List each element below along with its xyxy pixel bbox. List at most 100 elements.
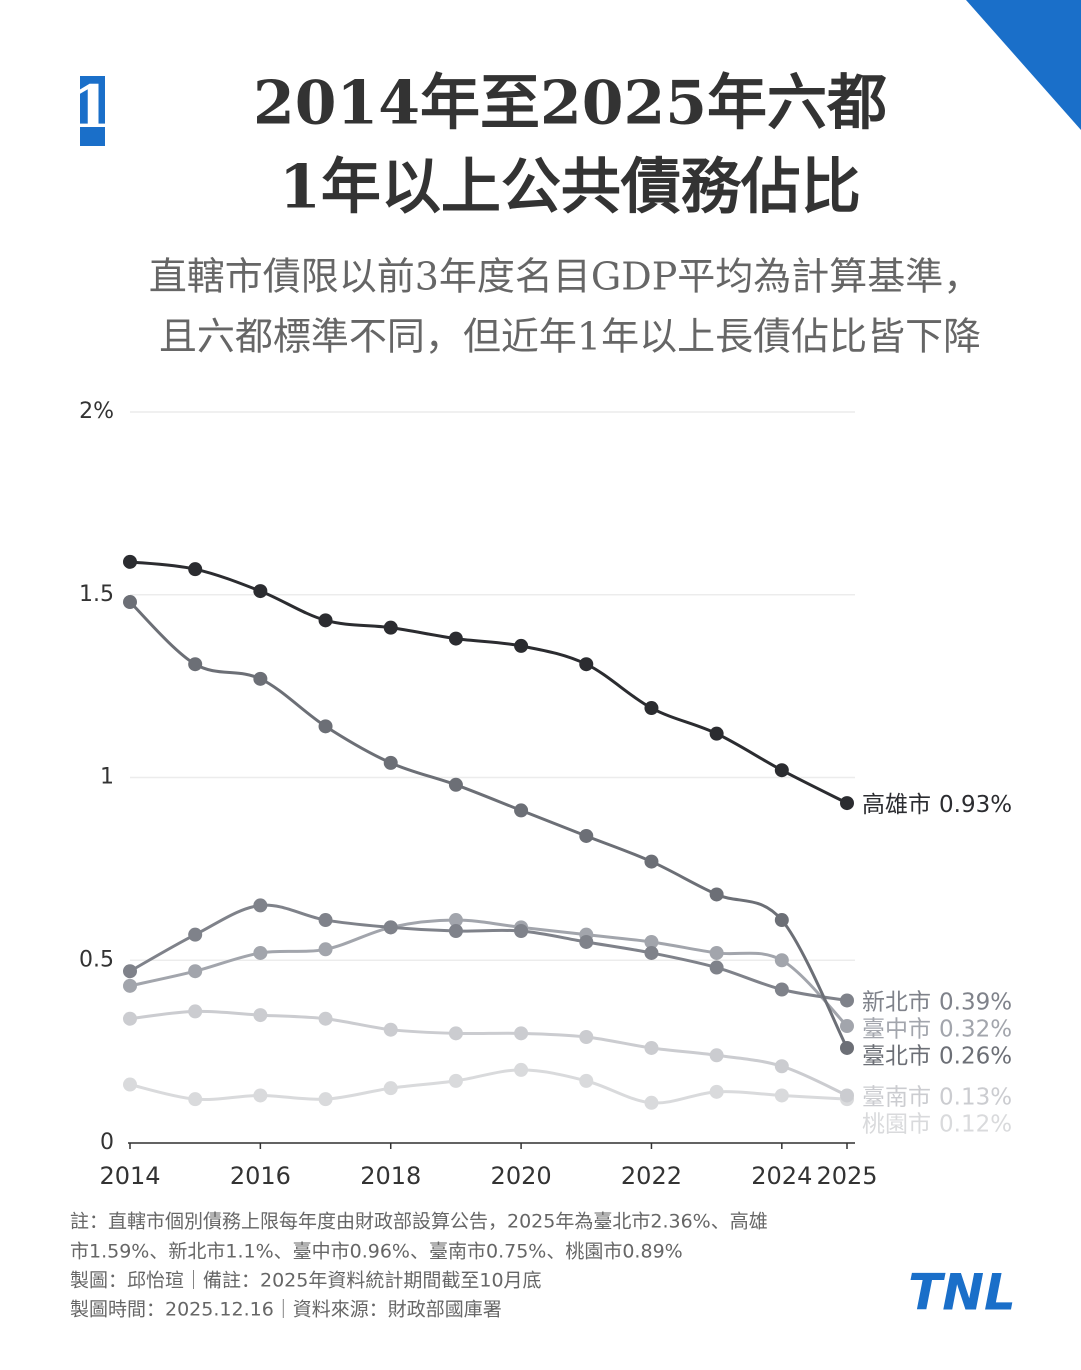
point (774, 953, 789, 968)
point (709, 945, 724, 960)
logo: TNL (908, 1264, 1016, 1322)
y-tick-label: 0 (100, 1130, 114, 1155)
point (514, 1062, 529, 1077)
point (318, 942, 333, 957)
point (123, 1077, 137, 1092)
point (840, 1040, 854, 1055)
point (514, 803, 529, 818)
y-tick-label: 1 (100, 765, 114, 790)
point (644, 934, 659, 949)
line (129, 560, 848, 805)
point (253, 584, 268, 599)
badge: 1 (72, 73, 112, 141)
value-label: 0.39% (939, 989, 1012, 1015)
series-name: 桃園市 (862, 1111, 931, 1137)
chart-title: 1年以上公共債務佔比 (279, 153, 861, 223)
note: 市1.59%、新北市1.1%、臺中市0.96%、臺南市0.75%、桃園市0.89… (70, 1241, 683, 1263)
point (644, 1040, 659, 1055)
point (840, 993, 854, 1008)
point (579, 828, 594, 843)
x-tick-label: 2014 (99, 1162, 160, 1190)
point (644, 1095, 659, 1110)
end-label: 高雄市 0.93% (862, 792, 1012, 818)
point (188, 1092, 203, 1107)
point (123, 1011, 137, 1026)
point (448, 777, 463, 792)
point (123, 964, 137, 979)
corner-decoration (966, 0, 1081, 130)
point (188, 927, 203, 942)
point (188, 964, 203, 979)
point (318, 719, 333, 734)
y-tick-label: 1.5 (79, 582, 114, 607)
point (253, 898, 268, 913)
line (129, 918, 849, 1028)
point (253, 671, 268, 686)
point (644, 854, 659, 869)
line (129, 1068, 848, 1105)
series-name: 高雄市 (862, 792, 931, 818)
x-tick-label: 2018 (360, 1162, 421, 1190)
point (579, 1073, 594, 1088)
point (318, 1092, 333, 1107)
point (514, 924, 529, 939)
series-name: 臺南市 (862, 1084, 931, 1110)
point (514, 1026, 529, 1041)
point (709, 1084, 724, 1099)
value-label: 0.32% (939, 1016, 1012, 1042)
series (123, 898, 854, 1008)
x-tick-label: 2024 (751, 1162, 812, 1190)
point (840, 1019, 854, 1034)
point (383, 920, 398, 935)
subtitle: 直轄市債限以前3年度名目GDP平均為計算基準， (149, 255, 982, 299)
x-tick-label: 2020 (491, 1162, 552, 1190)
point (188, 1004, 203, 1019)
end-label: 臺中市 0.32% (862, 1016, 1012, 1042)
end-label: 臺南市 0.13% (862, 1084, 1012, 1110)
end-label: 臺北市 0.26% (862, 1043, 1012, 1069)
value-label: 0.12% (939, 1111, 1012, 1137)
line (129, 1009, 848, 1097)
end-label: 新北市 0.39% (862, 989, 1012, 1015)
point (253, 1088, 268, 1103)
series (123, 595, 854, 1055)
point (123, 595, 137, 610)
point (383, 1022, 398, 1037)
point (514, 638, 529, 653)
note: 註：直轄市個別債務上限每年度由財政部設算公告，2025年為臺北市2.36%、高雄 (70, 1211, 768, 1233)
point (774, 763, 789, 778)
point (383, 1081, 398, 1096)
point (774, 982, 789, 997)
point (383, 755, 398, 770)
point (318, 913, 333, 928)
end-label: 桃園市 0.12% (862, 1111, 1012, 1137)
point (318, 1011, 333, 1026)
series-name: 臺北市 (862, 1043, 931, 1069)
series (123, 1004, 854, 1103)
chart-title: 2014年至2025年六都 (253, 69, 887, 139)
y-tick-label: 2% (79, 399, 114, 424)
x-tick-label: 2022 (621, 1162, 682, 1190)
point (579, 657, 594, 672)
point (840, 1088, 854, 1103)
point (448, 924, 463, 939)
note: 製圖：邱怡瑄｜備註：2025年資料統計期間截至10月底 (70, 1270, 542, 1292)
value-label: 0.93% (939, 792, 1012, 818)
point (123, 554, 137, 569)
badge-box (80, 76, 105, 146)
point (774, 913, 789, 928)
point (448, 1026, 463, 1041)
series (123, 554, 854, 811)
series (123, 1062, 854, 1110)
point (253, 945, 268, 960)
point (253, 1008, 268, 1023)
point (188, 562, 203, 577)
point (448, 631, 463, 646)
point (188, 657, 203, 672)
point (644, 945, 659, 960)
point (709, 1048, 724, 1063)
point (579, 1030, 594, 1045)
point (644, 701, 659, 716)
series-name: 新北市 (862, 989, 931, 1015)
